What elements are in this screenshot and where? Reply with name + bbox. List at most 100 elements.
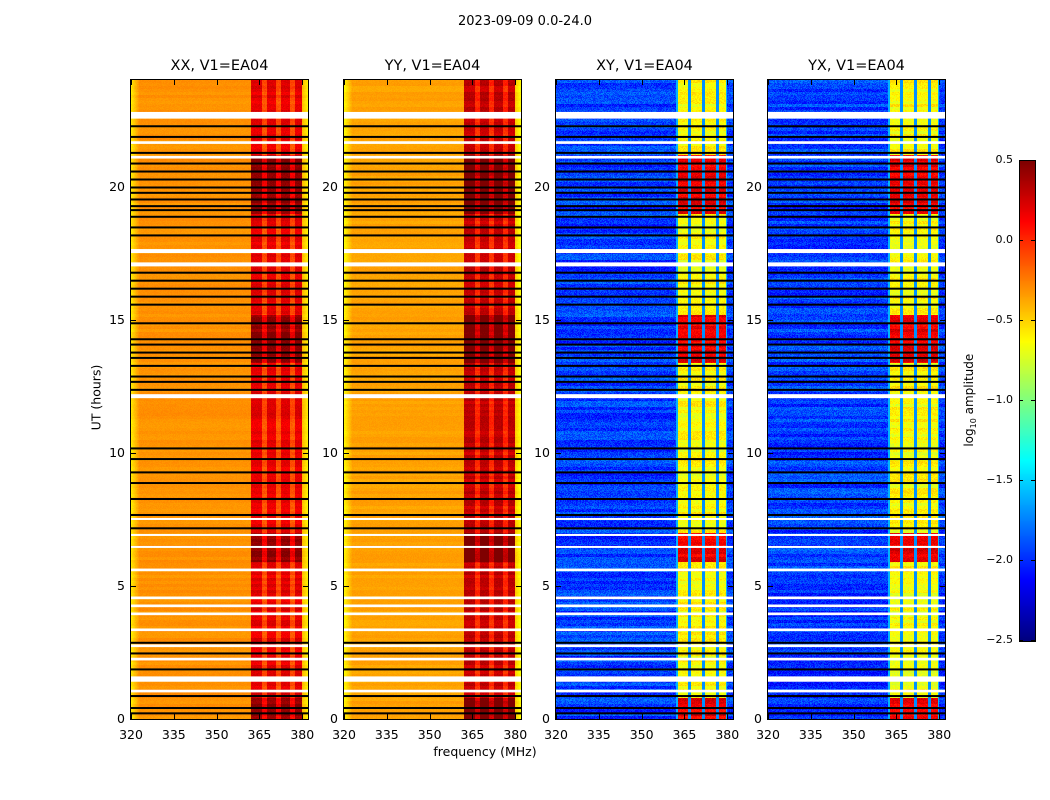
x-tick-mark-top (429, 80, 431, 85)
y-tick-mark-right (516, 719, 521, 720)
colorbar-tick-mark (1019, 160, 1023, 161)
heatmap-yx (768, 80, 945, 719)
colorbar-tick-mark (1019, 640, 1023, 641)
y-tick-label: 5 (117, 577, 125, 593)
x-tick-mark-top (386, 80, 388, 85)
x-tick-label: 320 (756, 727, 780, 742)
x-tick-label: 335 (161, 727, 186, 742)
x-tick-mark (429, 714, 431, 719)
colorbar-tick-mark-right (1031, 240, 1035, 241)
y-tick-mark-right (303, 452, 308, 454)
figure-suptitle: 2023-09-09 0.0-24.0 (458, 14, 592, 29)
x-tick-mark (386, 714, 388, 719)
x-tick-mark-top (173, 80, 175, 85)
y-tick-mark-right (303, 319, 308, 321)
y-tick-mark-right (940, 452, 945, 454)
y-tick-mark (344, 585, 349, 587)
y-tick-mark (131, 719, 136, 720)
y-tick-mark-right (728, 319, 733, 321)
x-tick-mark (259, 714, 261, 719)
x-tick-mark (173, 714, 175, 719)
y-tick-mark (768, 452, 773, 454)
x-tick-label: 380 (927, 727, 952, 742)
x-axis-label: frequency (MHz) (433, 744, 537, 759)
y-tick-mark (768, 319, 773, 321)
y-tick-mark (556, 585, 561, 587)
colorbar-tick-mark (1019, 400, 1023, 401)
colorbar-tick-label: −2.5 (986, 633, 1013, 646)
colorbar-tick-mark-right (1031, 160, 1035, 161)
x-tick-label: 335 (374, 727, 399, 742)
y-tick-label: 5 (754, 577, 762, 593)
colorbar-tick-label: −1.5 (986, 473, 1013, 486)
y-tick-mark-right (728, 186, 733, 188)
colorbar-tick-label: −1.0 (986, 393, 1013, 406)
y-tick-label: 0 (754, 711, 762, 726)
y-tick-mark-right (303, 186, 308, 188)
colorbar-tick-mark-right (1031, 480, 1035, 481)
x-tick-mark (598, 714, 600, 719)
y-tick-mark-right (516, 585, 521, 587)
x-tick-mark (768, 714, 769, 719)
x-tick-label: 335 (798, 727, 823, 742)
x-tick-mark (472, 714, 474, 719)
x-tick-mark (302, 714, 304, 719)
panel-yy: YY, V1=EA04 320 335 350 365 380 0 5 10 15 20 (322, 58, 527, 742)
x-tick-mark (727, 714, 729, 719)
x-tick-label: 350 (417, 727, 442, 742)
x-tick-label: 320 (332, 727, 356, 742)
x-tick-mark (641, 714, 643, 719)
x-tick-mark-top (344, 80, 345, 85)
x-tick-mark-top (684, 80, 686, 85)
x-tick-label: 365 (247, 727, 272, 742)
x-tick-mark-top (768, 80, 769, 85)
colorbar-tick-mark-right (1031, 400, 1035, 401)
colorbar-gradient (1020, 161, 1035, 641)
x-tick-mark (810, 714, 812, 719)
heatmap-xx (131, 80, 308, 719)
y-tick-mark (556, 719, 561, 720)
x-tick-mark-top (641, 80, 643, 85)
x-tick-mark-top (853, 80, 855, 85)
y-tick-label: 20 (322, 178, 338, 194)
y-tick-mark (768, 186, 773, 188)
panel-title: YY, V1=EA04 (384, 58, 481, 74)
x-tick-label: 320 (119, 727, 143, 742)
x-tick-label: 380 (503, 727, 528, 742)
y-tick-label: 10 (534, 444, 550, 460)
y-tick-mark-right (940, 319, 945, 321)
y-tick-mark-right (516, 319, 521, 321)
x-tick-label: 350 (841, 727, 866, 742)
x-tick-mark-top (939, 80, 941, 85)
x-tick-mark-top (727, 80, 729, 85)
y-tick-label: 0 (117, 711, 125, 726)
y-axis-label: UT (hours) (88, 364, 104, 431)
x-tick-mark (216, 714, 218, 719)
colorbar-tick-label: 0.5 (995, 153, 1014, 166)
colorbar-tick-label: −0.5 (986, 313, 1013, 326)
y-tick-mark-right (940, 585, 945, 587)
x-tick-mark-top (556, 80, 557, 85)
x-tick-mark-top (259, 80, 261, 85)
x-tick-mark (515, 714, 517, 719)
colorbar-tick-label: 0.0 (995, 233, 1014, 246)
y-tick-mark (768, 719, 773, 720)
panel-xy: XY, V1=EA04 320 335 350 365 380 0 5 10 15 20 (534, 58, 739, 742)
x-tick-mark-top (515, 80, 517, 85)
x-tick-label: 365 (672, 727, 697, 742)
y-tick-mark-right (940, 186, 945, 188)
panel-title: YX, V1=EA04 (808, 58, 905, 74)
y-tick-label: 10 (746, 444, 762, 460)
colorbar-tick-mark (1019, 320, 1023, 321)
y-tick-mark (344, 452, 349, 454)
x-tick-mark-top (216, 80, 218, 85)
x-tick-mark-top (131, 80, 132, 85)
y-tick-label: 20 (109, 178, 125, 194)
y-tick-mark-right (516, 452, 521, 454)
y-tick-mark-right (940, 719, 945, 720)
y-tick-mark-right (516, 186, 521, 188)
x-tick-label: 335 (586, 727, 611, 742)
x-tick-mark-top (598, 80, 600, 85)
y-tick-mark (131, 585, 136, 587)
y-tick-label: 5 (330, 577, 338, 593)
